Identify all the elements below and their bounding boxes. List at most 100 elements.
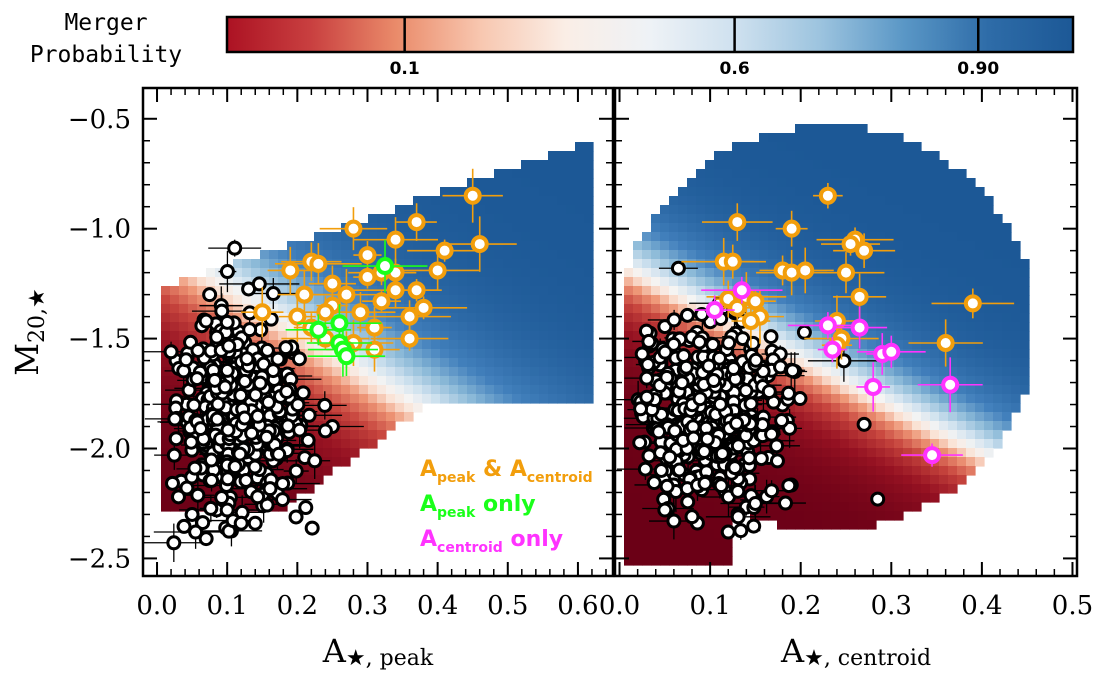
right-point-both (818, 186, 837, 205)
left-point-other (221, 338, 237, 354)
right-point-both (796, 261, 815, 280)
left-point-both (463, 186, 482, 205)
left-point-other (219, 264, 235, 280)
right-point-other (796, 324, 812, 340)
right-point-both (963, 294, 982, 313)
right-point-other (632, 435, 648, 451)
right-point-other (769, 453, 785, 469)
right-point-other (674, 375, 690, 391)
y-tick-label-3: −2.0 (68, 435, 131, 465)
right-point-other (836, 353, 852, 369)
right-point-other (666, 513, 682, 529)
left-point-other (202, 287, 218, 303)
left-plot-frame (141, 86, 615, 578)
left-point-other (279, 384, 295, 400)
right-point-other (738, 383, 754, 399)
right-point-other (726, 361, 742, 377)
left-x-tick-label-0: 0.0 (136, 591, 177, 621)
left-point-both (351, 303, 370, 322)
right-point-other (730, 438, 746, 454)
colorbar-tick-label-0: 0.1 (390, 59, 420, 79)
left-point-other (237, 373, 253, 389)
right-point-centroid-only (823, 340, 842, 359)
left-point-both (281, 261, 300, 280)
right-point-other (671, 462, 687, 478)
right-point-other (697, 475, 713, 491)
right-point-other (720, 524, 736, 540)
colorbar-ticks: 0.1 0.6 0.90 (390, 17, 999, 79)
left-point-other (195, 515, 211, 531)
left-point-other (203, 452, 219, 468)
left-point-peak-only (309, 320, 328, 339)
left-point-other (317, 423, 333, 439)
left-point-other (247, 515, 263, 531)
left-point-both (470, 235, 489, 254)
left-point-other (190, 487, 206, 503)
legend-centroid-only: Acentroid only (420, 527, 563, 556)
right-point-other (764, 483, 780, 499)
right-point-other (743, 396, 759, 412)
y-tick-label-1: −1.0 (68, 215, 131, 245)
left-point-both (288, 307, 307, 326)
left-point-other (204, 472, 220, 488)
left-point-other (220, 422, 236, 438)
left-point-other (163, 344, 179, 360)
right-point-both (728, 298, 747, 317)
right-point-other (651, 424, 667, 440)
left-x-tick-label-2: 0.2 (277, 591, 318, 621)
right-point-other (781, 385, 797, 401)
right-point-other (641, 333, 657, 349)
left-point-other (203, 500, 219, 516)
right-point-other (667, 423, 683, 439)
left-point-other (290, 397, 306, 413)
left-point-other (288, 509, 304, 525)
right-point-both (841, 235, 860, 254)
left-point-other (292, 422, 308, 438)
left-point-other (188, 524, 204, 540)
left-x-tick-label-3: 0.3 (347, 591, 388, 621)
left-point-other (233, 515, 249, 531)
left-point-other (260, 394, 276, 410)
right-point-other (769, 438, 785, 454)
right-point-other (705, 337, 721, 353)
left-point-other (209, 329, 225, 345)
right-point-other (639, 389, 655, 405)
left-point-both (337, 285, 356, 304)
right-point-other (856, 416, 872, 432)
right-point-other (747, 495, 763, 511)
right-point-other (633, 401, 649, 417)
left-point-both (358, 246, 377, 265)
y-tick-label-4: −2.5 (68, 544, 131, 574)
right-point-other (792, 391, 808, 407)
right-point-other (774, 413, 790, 429)
right-point-centroid-only (941, 375, 960, 394)
right-point-other (666, 312, 682, 328)
right-point-other (659, 478, 675, 494)
right-point-centroid-only (732, 281, 751, 300)
y-tick-label-2: −1.5 (68, 325, 131, 355)
right-point-both (855, 241, 874, 260)
left-x-tick-label-5: 0.5 (487, 591, 528, 621)
right-point-both (741, 312, 760, 331)
right-point-both (746, 292, 765, 311)
left-point-other (214, 303, 230, 319)
left-point-other (262, 481, 278, 497)
right-point-other (684, 509, 700, 525)
left-point-other (304, 520, 320, 536)
left-point-other (198, 531, 214, 547)
left-point-other (227, 459, 243, 475)
left-point-other (237, 410, 253, 426)
legend-both: Apeak & Acentroid (420, 457, 593, 486)
right-point-both (936, 333, 955, 352)
colorbar-tick-label-2: 0.90 (957, 59, 999, 79)
right-point-other (657, 502, 673, 518)
y-tick-label-0: −0.5 (68, 105, 131, 135)
right-panel: 0.0 0.1 0.2 0.3 0.4 0.5 A★, centroid (599, 86, 1093, 671)
colorbar-tick-label-1: 0.6 (720, 59, 750, 79)
left-point-other (300, 432, 316, 448)
left-point-other (219, 502, 235, 518)
left-point-other (265, 363, 281, 379)
left-point-both (295, 285, 314, 304)
left-points (143, 168, 517, 563)
